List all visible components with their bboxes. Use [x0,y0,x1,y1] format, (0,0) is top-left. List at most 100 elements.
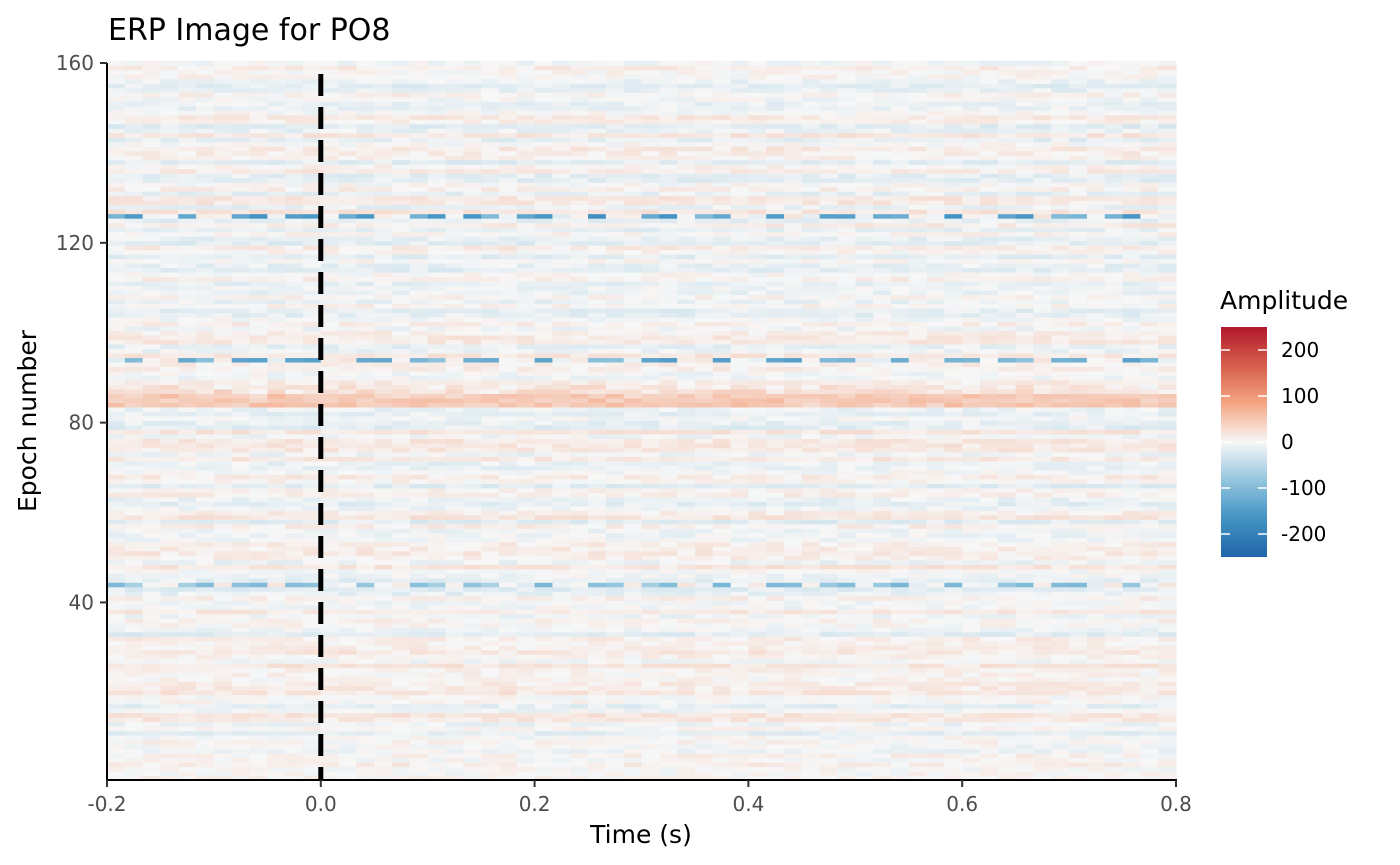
heatmap-cell [285,447,304,453]
heatmap-cell [694,496,714,502]
heatmap-cell [890,681,910,687]
heatmap-cell [766,510,785,516]
heatmap-cell [570,613,589,619]
heatmap-cell [231,753,251,759]
heatmap-cell [766,492,785,498]
heatmap-cell [801,564,821,570]
heatmap-cell [837,411,856,417]
heatmap-cell [748,528,767,534]
heatmap-cell [801,609,821,615]
heatmap-cell [659,636,678,642]
heatmap-cell [249,676,268,682]
heatmap-cell [498,640,518,646]
heatmap-cell [766,483,785,489]
heatmap-cell [213,717,233,723]
heatmap-cell [427,456,447,462]
heatmap-cell [516,640,536,646]
heatmap-cell [944,618,963,624]
heatmap-cell [178,555,197,561]
heatmap-cell [231,649,251,655]
heatmap-cell [1140,654,1159,660]
heatmap-cell [819,645,839,651]
heatmap-cell [374,420,393,426]
heatmap-cell [677,501,696,507]
heatmap-cell [552,762,571,768]
heatmap-cell [320,411,340,417]
heatmap-cell [890,622,910,628]
heatmap-cell [374,501,393,507]
heatmap-cell [267,550,286,556]
heatmap-cell [231,613,251,619]
heatmap-cell [107,663,126,669]
heatmap-cell [908,532,928,538]
heatmap-cell [730,726,749,732]
heatmap-cell [107,510,126,516]
heatmap-cell [160,604,179,610]
heatmap-cell [677,447,696,453]
heatmap-cell [605,541,625,547]
heatmap-cell [837,708,856,714]
heatmap-cell [231,406,251,412]
heatmap-cell [178,735,197,741]
heatmap-cell [249,622,268,628]
heatmap-cell [1069,528,1088,534]
heatmap-cell [588,492,607,498]
heatmap-cell [980,654,999,660]
heatmap-cell [926,501,945,507]
heatmap-cell [1033,451,1052,457]
heatmap-cell [570,528,589,534]
heatmap-cell [374,474,393,480]
heatmap-cell [409,703,429,709]
heatmap-cell [712,591,732,597]
heatmap-cell [605,654,625,660]
heatmap-cell [855,564,874,570]
heatmap-cell [1051,667,1070,673]
heatmap-cell [213,559,233,565]
heatmap-cell [124,415,144,421]
heatmap-cell [980,424,999,430]
heatmap-cell [837,501,856,507]
heatmap-cell [837,582,856,588]
heatmap-cell [908,411,928,417]
heatmap-cell [748,775,767,781]
heatmap-cell [1158,676,1177,682]
heatmap-cell [516,559,536,565]
heatmap-cell [320,771,340,777]
heatmap-cell [570,604,589,610]
heatmap-cell [837,753,856,759]
heatmap-cell [320,694,340,700]
heatmap-cell [605,591,625,597]
heatmap-cell [944,721,963,727]
heatmap-cell [659,735,678,741]
heatmap-cell [1033,586,1052,592]
heatmap-cell [712,586,732,592]
heatmap-cell [1033,577,1052,583]
heatmap-cell [801,496,821,502]
heatmap-cell [873,469,892,475]
heatmap-cell [285,604,304,610]
heatmap-cell [1140,766,1159,772]
heatmap-cell [1086,564,1106,570]
heatmap-cell [1033,501,1052,507]
heatmap-cell [926,591,945,597]
heatmap-cell [659,510,678,516]
heatmap-cell [1158,519,1177,525]
heatmap-cell [570,636,589,642]
heatmap-cell [1086,721,1106,727]
heatmap-cell [890,739,910,745]
heatmap-cell [409,478,429,484]
heatmap-cell [1051,523,1070,529]
heatmap-cell [249,663,268,669]
heatmap-cell [748,564,767,570]
heatmap-cell [1051,694,1070,700]
heatmap-cell [196,582,215,588]
heatmap-cell [748,474,767,480]
heatmap-cell [980,622,999,628]
heatmap-cell [1158,771,1177,777]
heatmap-cell [320,474,340,480]
heatmap-cell [588,460,607,466]
heatmap-cell [712,618,732,624]
heatmap-cell [1086,586,1106,592]
heatmap-cell [267,618,286,624]
heatmap-cell [962,514,981,520]
